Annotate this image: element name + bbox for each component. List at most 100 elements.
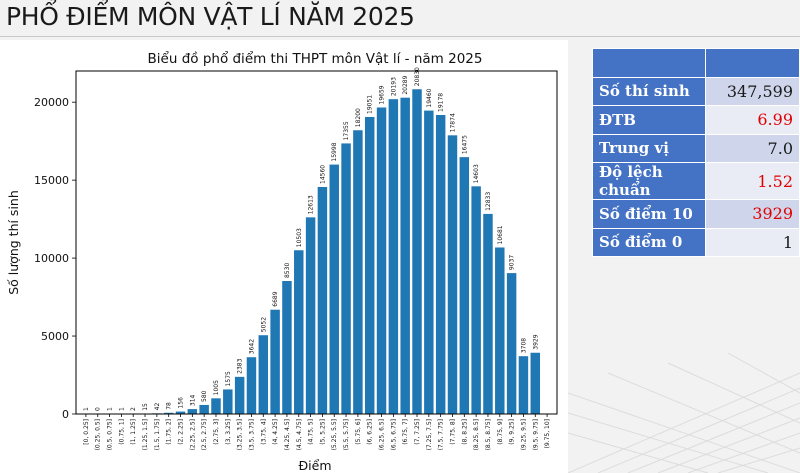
bar-value-label: 8530 bbox=[284, 263, 291, 278]
bar-value-label: 1 bbox=[107, 407, 114, 411]
bar bbox=[305, 217, 316, 414]
bar-value-label: 14603 bbox=[473, 164, 480, 183]
y-ticks-group: 0 5000 10000 15000 20000 bbox=[34, 96, 76, 421]
bar-value-label: 17355 bbox=[343, 121, 350, 140]
bar-value-label: 5052 bbox=[260, 317, 267, 332]
y-tick-label: 5000 bbox=[41, 330, 69, 343]
x-tick-label: (8.25, 8.5] bbox=[473, 419, 480, 450]
bar-value-label: 1 bbox=[83, 407, 90, 411]
x-tick-label: (4.5, 4.75] bbox=[296, 419, 303, 450]
stats-value: 1 bbox=[705, 227, 800, 257]
stats-row: Số thí sinh 347,599 bbox=[591, 76, 800, 106]
x-tick-label: [0, 0.25] bbox=[83, 419, 90, 445]
x-tick-label: (1.25, 1.5] bbox=[142, 419, 149, 450]
bar bbox=[175, 411, 186, 414]
bar bbox=[530, 352, 540, 414]
stats-label: Số điểm 10 bbox=[591, 199, 707, 229]
bar bbox=[187, 409, 198, 414]
bar-value-label: 10681 bbox=[497, 225, 504, 244]
value-labels-group: 1 0 1 1 2 15 42 78 156 314 58010051575238336425052… bbox=[83, 67, 539, 411]
x-tick-label: (8, 8.25] bbox=[461, 419, 468, 445]
bar bbox=[506, 273, 517, 414]
bar-value-label: 156 bbox=[178, 397, 185, 409]
y-axis-label: Số lượng thí sinh bbox=[6, 190, 21, 295]
bar bbox=[329, 164, 339, 414]
stats-label: ĐTB bbox=[591, 105, 707, 135]
bar bbox=[459, 157, 470, 414]
x-tick-label: (4.25, 4.5] bbox=[284, 419, 291, 450]
chart-panel: Biểu đồ phổ điểm thi THPT môn Vật lí - n… bbox=[0, 40, 568, 473]
stats-row: ĐTB 6.99 bbox=[591, 105, 800, 135]
x-tick-label: (6.5, 6.75] bbox=[390, 419, 397, 450]
bar bbox=[412, 89, 422, 414]
y-tick-label: 10000 bbox=[34, 252, 69, 265]
stats-label: Số điểm 0 bbox=[591, 227, 707, 257]
stats-value: 347,599 bbox=[705, 76, 800, 106]
bar-value-label: 78 bbox=[166, 402, 173, 410]
bar bbox=[483, 213, 493, 414]
bar-value-label: 580 bbox=[201, 390, 208, 402]
bar bbox=[317, 186, 328, 414]
x-tick-label: (7, 7.25] bbox=[414, 419, 421, 445]
score-distribution-chart: Biểu đồ phổ điểm thi THPT môn Vật lí - n… bbox=[6, 50, 558, 473]
bar-value-label: 1575 bbox=[225, 371, 232, 386]
stats-table: Số thí sinh 347,599 ĐTB 6.99 Trung vị 7.0 Độ l… bbox=[591, 48, 800, 257]
bar-value-label: 6689 bbox=[272, 291, 279, 306]
stats-row: Trung vị 7.0 bbox=[591, 133, 800, 163]
x-tick-label: (2.5, 2.75] bbox=[201, 419, 208, 450]
bar bbox=[447, 135, 458, 414]
bar-value-label: 1 bbox=[118, 407, 125, 411]
bar bbox=[163, 412, 174, 414]
x-tick-label: (8.5, 8.75] bbox=[485, 419, 492, 450]
stats-value: 3929 bbox=[705, 199, 800, 229]
x-tick-label: (2.75, 3] bbox=[213, 419, 220, 445]
bar-value-label: 3929 bbox=[532, 334, 539, 349]
bar-value-label: 3642 bbox=[248, 339, 255, 354]
bar-value-label: 19460 bbox=[426, 88, 433, 107]
x-tick-label: (0.5, 0.75] bbox=[107, 419, 114, 450]
bar bbox=[495, 247, 505, 414]
bar-value-label: 17874 bbox=[449, 113, 456, 132]
bar bbox=[376, 107, 387, 414]
bar bbox=[471, 186, 481, 414]
stats-value: 6.99 bbox=[705, 105, 800, 135]
bar bbox=[353, 130, 363, 414]
stats-label: Độ lệch chuẩn bbox=[591, 162, 707, 200]
x-tick-label: (3.5, 3.75] bbox=[248, 419, 255, 450]
bar-value-label: 16475 bbox=[461, 135, 468, 154]
bar-value-label: 14560 bbox=[319, 165, 326, 184]
bar-value-label: 19659 bbox=[379, 85, 386, 104]
bars-group bbox=[81, 89, 540, 415]
stats-value: 1.52 bbox=[705, 162, 800, 200]
bar-value-label: 18200 bbox=[355, 108, 362, 127]
x-ticks-group: [0, 0.25] (0.25, 0.5] (0.5, 0.75] (0.75, 1]… bbox=[83, 414, 551, 450]
x-tick-label: (3.75, 4] bbox=[260, 419, 267, 445]
page-title: PHỔ ĐIỂM MÔN VẬT LÍ NĂM 2025 bbox=[6, 2, 415, 31]
x-tick-label: (2, 2.25] bbox=[178, 419, 185, 445]
x-tick-label: (6, 6.25] bbox=[367, 419, 374, 445]
bar-value-label: 42 bbox=[154, 403, 161, 411]
bar-value-label: 10503 bbox=[296, 228, 303, 247]
x-tick-label: (3, 3.25] bbox=[225, 419, 232, 445]
x-tick-label: (0.25, 0.5] bbox=[95, 419, 102, 450]
bar-value-label: 2383 bbox=[237, 358, 244, 373]
x-tick-label: (9.75, 10] bbox=[544, 419, 551, 449]
plot-frame bbox=[75, 70, 558, 415]
x-tick-label: (4.75, 5] bbox=[308, 419, 315, 445]
x-tick-label: (0.75, 1] bbox=[118, 419, 125, 445]
stats-row: Số điểm 10 3929 bbox=[591, 199, 800, 229]
bar bbox=[234, 376, 245, 414]
x-tick-label: (3.25, 3.5] bbox=[237, 419, 244, 450]
x-tick-label: (8.75, 9] bbox=[497, 419, 504, 445]
bar bbox=[211, 398, 221, 414]
stats-header-cell bbox=[591, 48, 707, 78]
bar bbox=[294, 250, 304, 414]
stats-label: Trung vị bbox=[591, 133, 707, 163]
bar bbox=[424, 110, 434, 415]
bar bbox=[199, 404, 209, 414]
bar bbox=[282, 281, 292, 414]
x-tick-label: (1.75, 2] bbox=[166, 419, 173, 445]
stats-label: Số thí sinh bbox=[591, 76, 707, 106]
bar bbox=[270, 309, 280, 414]
